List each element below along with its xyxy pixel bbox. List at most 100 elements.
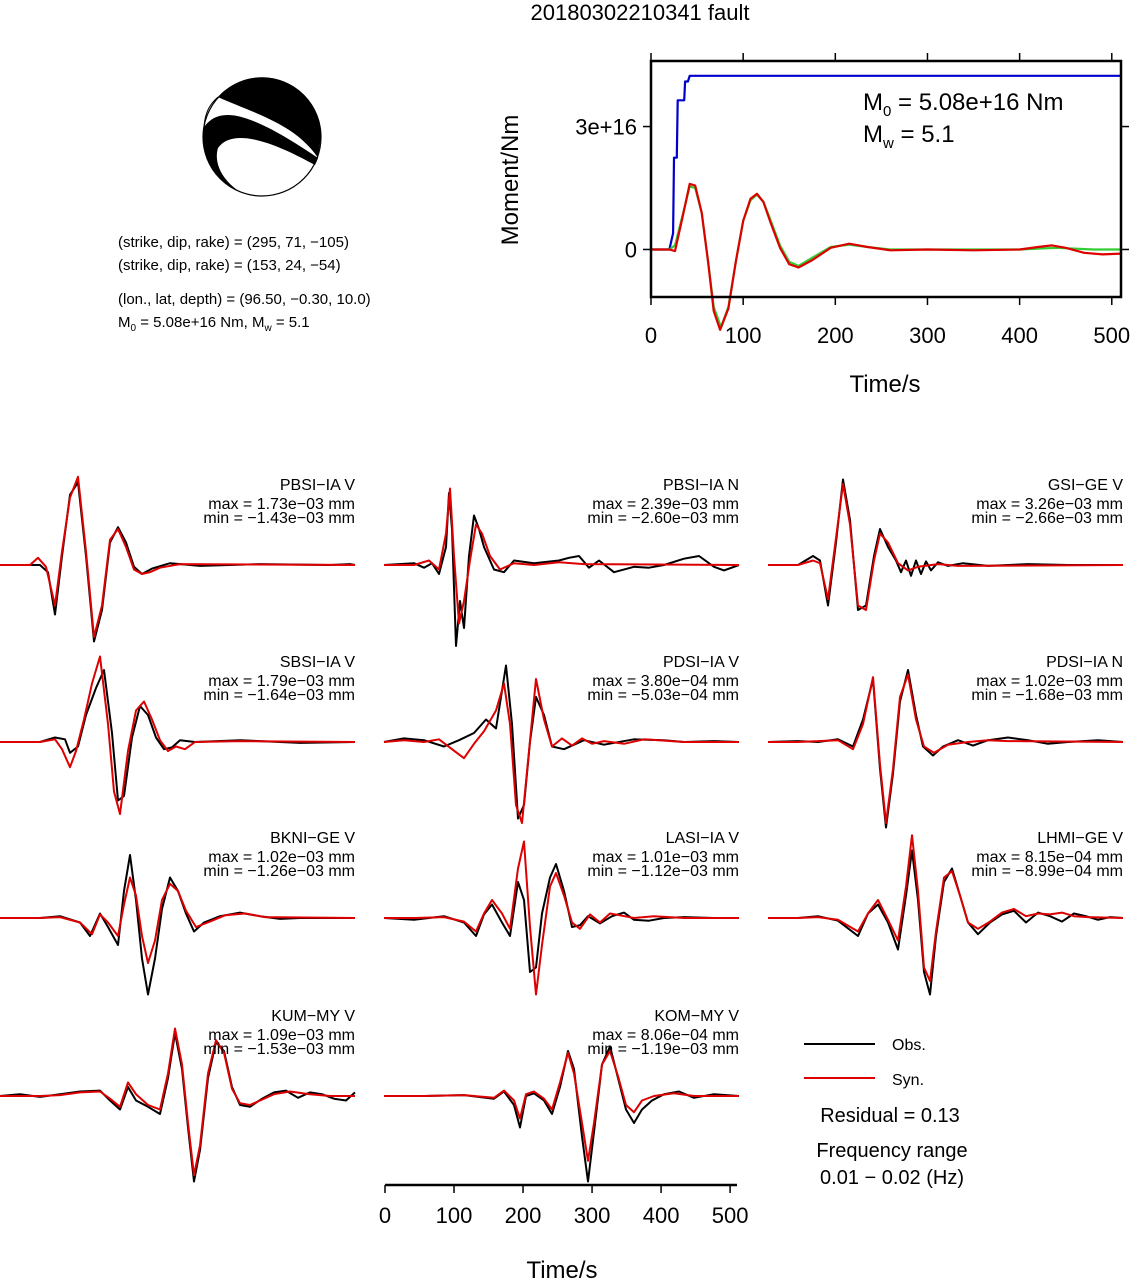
station-name-label: KUM−MY V: [271, 1008, 355, 1025]
moment-y-tick-label-0: 0: [625, 237, 637, 262]
waveform-x-tick-label-0: 0: [379, 1203, 391, 1228]
moment-y-tick-label-1: 3e+16: [575, 115, 637, 140]
station-name-label: PDSI−IA N: [1046, 654, 1123, 671]
frequency-range-label: Frequency range: [816, 1140, 967, 1162]
station-max-label: max = 1.73e−03 mm: [208, 496, 355, 513]
waveform-x-label: Time/s: [526, 1257, 597, 1281]
moment-plot: 0 100 200 300 400 500 0 3e+16 Time/s Moment/Nm…: [497, 53, 1130, 398]
nodal-plane-2: (strike, dip, rake) = (153, 24, −54): [118, 257, 341, 274]
synthetic-trace: [768, 834, 1124, 982]
station-name-label: LHMI−GE V: [1037, 830, 1123, 847]
moment-magnitude-summary: M0 = 5.08e+16 Nm, Mw = 5.1: [118, 314, 310, 334]
moment-series-1: [651, 185, 1121, 329]
station-name-label: BKNI−GE V: [270, 830, 355, 847]
beachball-icon: [202, 77, 322, 197]
synthetic-trace: [0, 876, 356, 964]
station-min-label: min = −5.03e−04 mm: [587, 687, 739, 704]
nodal-plane-1: (strike, dip, rake) = (295, 71, −105): [118, 234, 349, 251]
station-max-label: max = 1.01e−03 mm: [592, 849, 739, 866]
station-max-label: max = 8.15e−04 mm: [976, 849, 1123, 866]
station-min-label: min = −1.19e−03 mm: [587, 1041, 739, 1058]
synthetic-trace: [0, 1027, 355, 1177]
moment-y-axis: 0 3e+16: [575, 115, 1129, 262]
observed-trace: [0, 669, 356, 802]
station-min-label: min = −1.68e−03 mm: [971, 687, 1123, 704]
station-max-label: max = 1.02e−03 mm: [976, 673, 1123, 690]
station-name-label: LASI−IA V: [666, 830, 740, 847]
station-min-label: min = −1.64e−03 mm: [203, 687, 355, 704]
station-min-label: min = −1.53e−03 mm: [203, 1041, 355, 1058]
mechanism-info: (strike, dip, rake) = (295, 71, −105) (s…: [118, 234, 371, 334]
hypocenter-location: (lon., lat, depth) = (96.50, −0.30, 10.0…: [118, 291, 371, 308]
figure-title: 20180302210341 fault: [531, 0, 750, 25]
station-min-label: min = −1.43e−03 mm: [203, 510, 355, 527]
moment-x-tick-label-4: 400: [1001, 323, 1038, 348]
synthetic-trace: [768, 483, 1124, 611]
station-max-label: max = 1.02e−03 mm: [208, 849, 355, 866]
residual-label: Residual = 0.13: [820, 1105, 960, 1127]
moment-series-2: [651, 182, 1122, 331]
frequency-range-value: 0.01 − 0.02 (Hz): [820, 1167, 964, 1189]
moment-x-label: Time/s: [849, 371, 920, 398]
waveform-x-tick-label-1: 100: [436, 1203, 473, 1228]
station-min-label: min = −2.66e−03 mm: [971, 510, 1123, 527]
moment-x-tick-label-5: 500: [1093, 323, 1130, 348]
moment-x-tick-label-2: 200: [817, 323, 854, 348]
station-min-label: min = −8.99e−04 mm: [971, 863, 1123, 880]
station-name-label: KOM−MY V: [654, 1008, 739, 1025]
moment-x-tick-label-3: 300: [909, 323, 946, 348]
moment-x-axis: 0 100 200 300 400 500: [645, 53, 1130, 348]
moment-plot-frame: [649, 59, 1123, 299]
moment-series-0: [651, 74, 1121, 251]
moment-y-label: Moment/Nm: [497, 115, 524, 246]
legend: Obs. Syn. Residual = 0.13 Frequency rang…: [804, 1037, 968, 1189]
station-max-label: max = 2.39e−03 mm: [592, 496, 739, 513]
observed-trace: [0, 854, 355, 996]
station-max-label: max = 1.09e−03 mm: [208, 1027, 355, 1044]
synthetic-trace: [383, 678, 739, 824]
observed-trace: [384, 1045, 740, 1183]
station-min-label: min = −1.26e−03 mm: [203, 863, 355, 880]
moment-x-tick-label-1: 100: [725, 323, 762, 348]
station-name-label: SBSI−IA V: [280, 654, 355, 671]
synthetic-trace: [384, 1050, 739, 1162]
station-min-label: min = −2.60e−03 mm: [587, 510, 739, 527]
synthetic-trace: [768, 673, 1124, 824]
synthetic-trace: [0, 655, 356, 815]
moment-x-tick-label-0: 0: [645, 323, 657, 348]
station-min-label: min = −1.12e−03 mm: [587, 863, 739, 880]
synthetic-trace: [384, 487, 740, 625]
station-name-label: PDSI−IA V: [663, 654, 739, 671]
station-max-label: max = 3.26e−03 mm: [976, 496, 1123, 513]
station-name-label: PBSI−IA N: [663, 477, 739, 494]
moment-mw-annotation: Mw = 5.1: [863, 121, 955, 152]
legend-obs-label: Obs.: [892, 1037, 926, 1054]
synthetic-trace: [384, 840, 739, 996]
waveform-x-tick-label-5: 500: [712, 1203, 749, 1228]
waveform-x-axis: 0 100 200 300 400 500: [379, 1183, 749, 1228]
moment-m0-annotation: M0 = 5.08e+16 Nm: [863, 89, 1063, 120]
station-name-label: GSI−GE V: [1048, 477, 1123, 494]
station-max-label: max = 3.80e−04 mm: [592, 673, 739, 690]
synthetic-trace: [0, 475, 356, 638]
station-max-label: max = 1.79e−03 mm: [208, 673, 355, 690]
station-max-label: max = 8.06e−04 mm: [592, 1027, 739, 1044]
waveform-x-tick-label-4: 400: [643, 1203, 680, 1228]
station-name-label: PBSI−IA V: [280, 477, 355, 494]
waveform-x-tick-label-2: 200: [505, 1203, 542, 1228]
legend-syn-label: Syn.: [892, 1072, 924, 1089]
waveform-x-tick-label-3: 300: [574, 1203, 611, 1228]
